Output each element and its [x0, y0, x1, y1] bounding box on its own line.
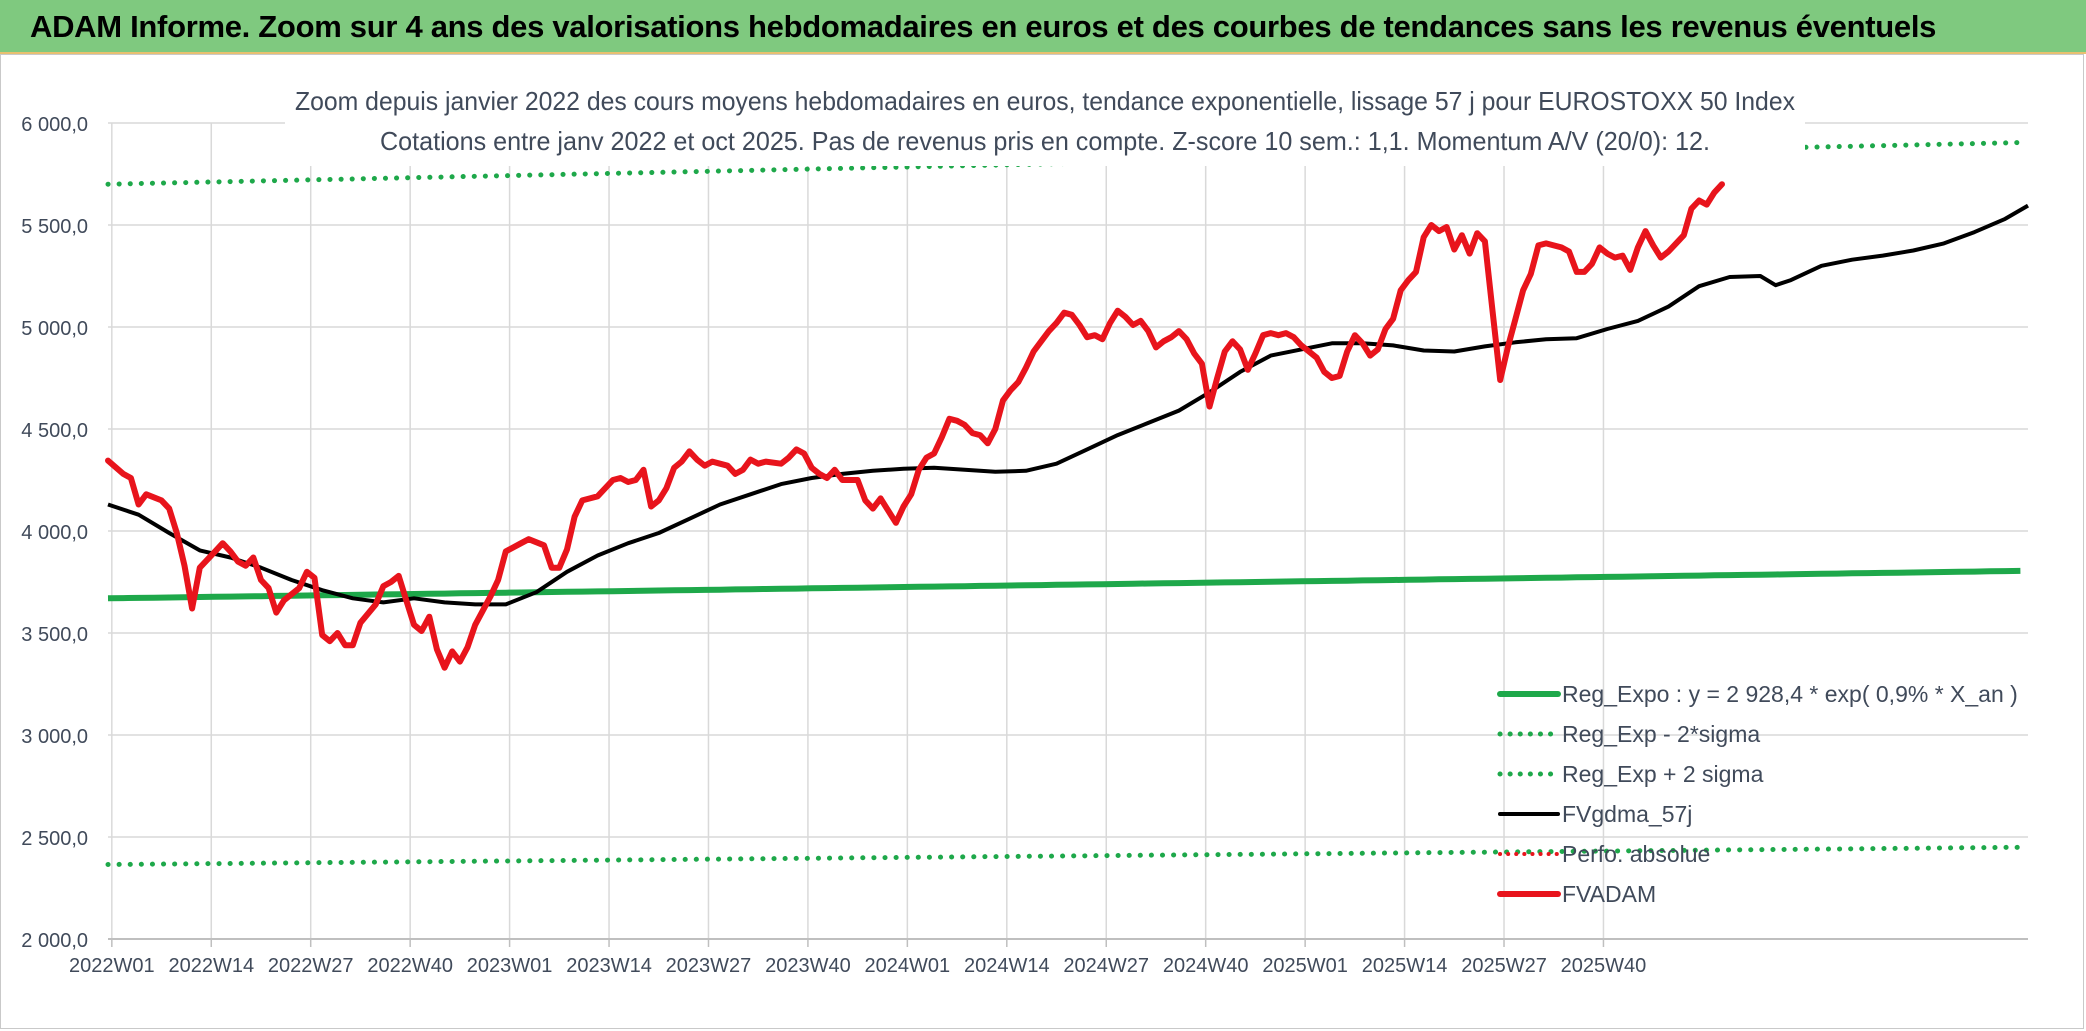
x-tick-label: 2025W40 [1561, 955, 1647, 977]
x-tick-label: 2024W40 [1163, 955, 1249, 977]
legend-reg-expo-label: Reg_Expo : y = 2 928,4 * exp( 0,9% * X_a… [1562, 681, 2018, 707]
legend-reg-plus-2sigma-label: Reg_Exp + 2 sigma [1562, 761, 1764, 787]
x-tick-label: 2023W27 [666, 955, 752, 977]
y-tick-label: 2 000,0 [21, 930, 88, 952]
y-tick-label: 4 500,0 [21, 420, 88, 442]
series-reg-minus-2sigma [105, 844, 2023, 867]
series-lines [105, 140, 2030, 867]
legend-fvgdma-57j-label: FVgdma_57j [1562, 801, 1692, 827]
x-tick-label: 2025W27 [1461, 955, 1547, 977]
x-tick-label: 2022W27 [268, 955, 354, 977]
y-tick-label: 2 500,0 [21, 828, 88, 850]
series-reg-expo [107, 567, 2021, 602]
legend-reg-minus-2sigma-label: Reg_Exp - 2*sigma [1562, 721, 1760, 747]
x-tick-label: 2025W14 [1362, 955, 1448, 977]
chart-legend: Reg_Expo : y = 2 928,4 * exp( 0,9% * X_a… [1497, 681, 2018, 907]
grid-lines [108, 122, 2028, 947]
legend-fvadam-label: FVADAM [1562, 881, 1656, 907]
y-tick-label: 3 000,0 [21, 726, 88, 748]
x-tick-label: 2022W01 [69, 955, 155, 977]
y-tick-label: 6 000,0 [21, 114, 88, 136]
series-fvadam [105, 181, 1725, 671]
y-axis-ticks: 6 000,0 5 500,0 5 000,0 4 500,0 4 000,0 3 500… [21, 114, 88, 952]
report-banner: ADAM Informe. Zoom sur 4 ans des valoris… [0, 0, 2086, 54]
x-axis-ticks: 2022W01 2022W14 2022W27 2022W40 2023W01 2023W… [69, 955, 1646, 977]
x-tick-label: 2023W40 [765, 955, 851, 977]
y-tick-label: 3 500,0 [21, 624, 88, 646]
legend-perfo-absolue-label: Perfo. absolue [1562, 841, 1710, 867]
chart-frame [0, 54, 2084, 1029]
x-tick-label: 2025W01 [1262, 955, 1348, 977]
chart-title: Zoom depuis janvier 2022 des cours moyen… [295, 86, 1795, 116]
y-tick-label: 5 000,0 [21, 318, 88, 340]
chart-subtitle: Cotations entre janv 2022 et oct 2025. P… [380, 126, 1710, 156]
x-tick-label: 2022W14 [168, 955, 254, 977]
y-tick-label: 4 000,0 [21, 522, 88, 544]
x-tick-label: 2024W14 [964, 955, 1050, 977]
x-tick-label: 2024W27 [1063, 955, 1149, 977]
x-tick-label: 2023W14 [566, 955, 652, 977]
series-fvgdma-57j [107, 203, 2030, 607]
title-backdrop [285, 78, 1805, 166]
x-tick-label: 2023W01 [467, 955, 553, 977]
x-tick-label: 2024W01 [865, 955, 951, 977]
y-tick-label: 5 500,0 [21, 216, 88, 238]
x-tick-label: 2022W40 [367, 955, 453, 977]
